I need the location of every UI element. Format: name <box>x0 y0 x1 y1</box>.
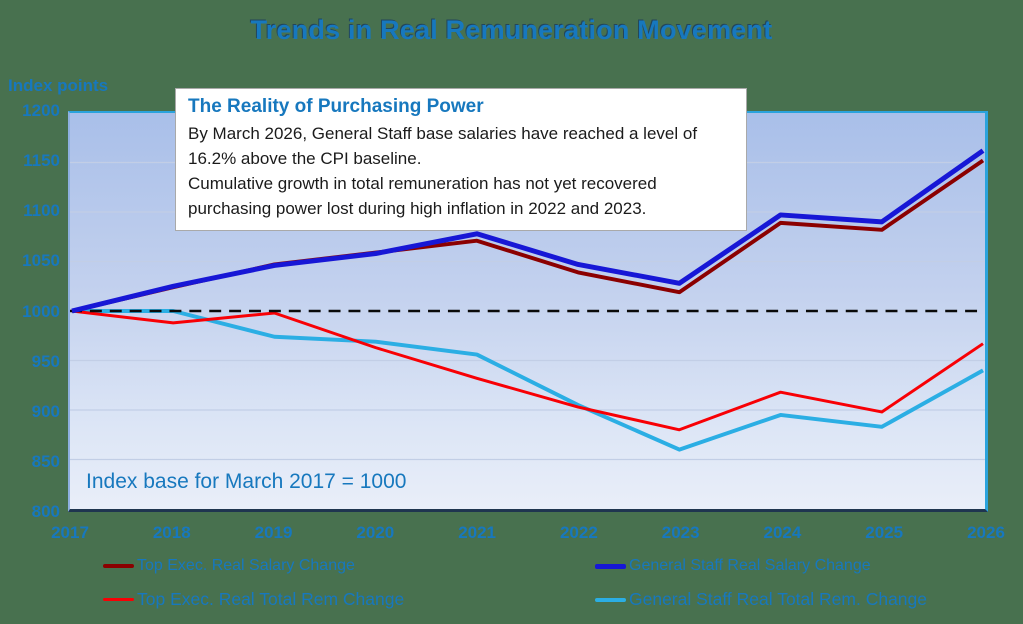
y-tick-label: 1000 <box>22 301 60 321</box>
chart-svg <box>70 148 985 461</box>
x-tick-label: 2019 <box>254 523 293 542</box>
legend-item: Top Exec. Real Total Rem Change <box>103 589 595 610</box>
y-axis-unit-label: Index points <box>8 76 109 95</box>
annotation-line: purchasing power lost during high inflat… <box>188 199 647 218</box>
annotation-body: By March 2026, General Staff base salari… <box>188 121 734 221</box>
annotation-line: By March 2026, General Staff base salari… <box>188 124 698 143</box>
y-tick-label: 950 <box>31 351 60 371</box>
annotation-line: 16.2% above the CPI baseline. <box>188 149 422 168</box>
legend-label: Top Exec. Real Salary Change <box>137 557 355 574</box>
y-tick-label: 1150 <box>23 151 60 171</box>
x-tick-label: 2023 <box>661 523 700 542</box>
series-line-1 <box>71 148 985 314</box>
x-tick-label: 2022 <box>559 523 598 542</box>
y-tick-label: 1050 <box>22 251 60 271</box>
legend-label: General Staff Real Total Rem. Change <box>629 589 927 609</box>
legend-swatch <box>103 564 134 568</box>
y-tick-label: 850 <box>31 451 60 471</box>
y-tick-label: 900 <box>31 401 60 421</box>
annotation-line: Cumulative growth in total remuneration … <box>188 174 657 193</box>
y-tick-label: 800 <box>31 502 60 521</box>
x-tick-label: 2026 <box>967 523 1005 542</box>
legend-item: Top Exec. Real Salary Change <box>103 557 595 575</box>
x-tick-label: 2018 <box>152 523 191 542</box>
x-tick-label: 2020 <box>356 523 395 542</box>
x-tick-label: 2021 <box>458 523 497 542</box>
series-line-2 <box>71 309 984 432</box>
annotation-title: The Reality of Purchasing Power <box>188 96 484 117</box>
legend-item: General Staff Real Total Rem. Change <box>595 589 927 610</box>
legend-swatch <box>103 598 134 601</box>
y-tick-label: 1100 <box>23 201 60 221</box>
legend-swatch <box>595 597 626 602</box>
x-tick-label: 2017 <box>51 523 89 542</box>
y-tick-label: 1200 <box>22 101 60 120</box>
annotation-box: The Reality of Purchasing Power By March… <box>175 88 747 231</box>
page-title: Trends in Real Remuneration Movement <box>250 15 773 45</box>
x-tick-label: 2024 <box>763 523 802 542</box>
baseline-note: Index base for March 2017 = 1000 <box>86 470 407 493</box>
x-tick-label: 2025 <box>865 523 904 542</box>
series-line-3 <box>71 309 984 452</box>
legend: Top Exec. Real Salary Change General Staf… <box>103 557 927 610</box>
legend-swatch <box>595 563 626 569</box>
legend-label: General Staff Real Salary Change <box>629 557 871 574</box>
legend-item: General Staff Real Salary Change <box>595 557 927 575</box>
legend-label: Top Exec. Real Total Rem Change <box>137 589 405 609</box>
